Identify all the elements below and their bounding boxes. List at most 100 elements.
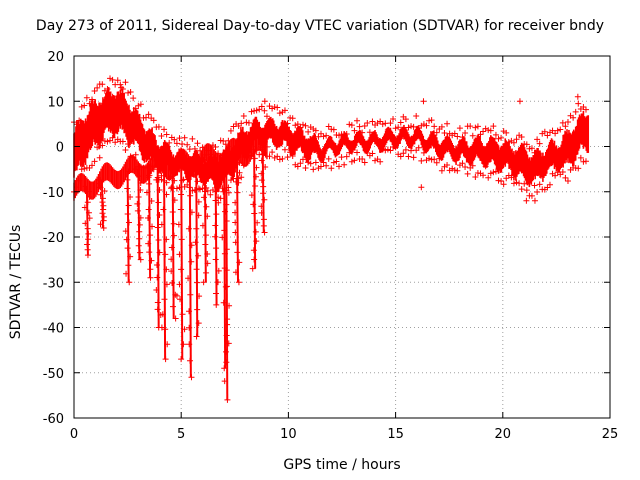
data-point bbox=[559, 119, 566, 126]
data-point bbox=[144, 189, 151, 196]
data-point bbox=[170, 220, 177, 227]
data-point bbox=[384, 126, 391, 133]
data-point bbox=[516, 180, 523, 187]
data-point bbox=[490, 169, 497, 176]
data-point bbox=[438, 123, 445, 130]
data-point bbox=[89, 96, 96, 103]
data-point bbox=[474, 123, 481, 130]
data-point bbox=[485, 174, 492, 181]
data-point bbox=[413, 112, 420, 119]
data-point bbox=[158, 132, 165, 139]
data-point bbox=[85, 236, 92, 243]
data-point bbox=[123, 236, 130, 243]
data-point bbox=[169, 208, 176, 215]
data-point bbox=[186, 146, 193, 153]
data-point bbox=[81, 204, 88, 211]
x-tick-label: 0 bbox=[70, 427, 78, 442]
data-point bbox=[333, 158, 340, 165]
data-point bbox=[498, 134, 505, 141]
data-point bbox=[96, 180, 103, 187]
data-point bbox=[449, 165, 456, 172]
data-point bbox=[104, 138, 111, 145]
data-point bbox=[289, 152, 296, 159]
data-point bbox=[162, 326, 169, 333]
data-point bbox=[312, 127, 319, 134]
data-point bbox=[73, 184, 80, 191]
data-point bbox=[195, 320, 202, 327]
data-point bbox=[230, 175, 237, 182]
data-point bbox=[109, 134, 116, 141]
data-point bbox=[154, 174, 161, 181]
data-point bbox=[94, 144, 101, 151]
data-point bbox=[436, 155, 443, 162]
data-point bbox=[125, 168, 132, 175]
data-point bbox=[223, 246, 230, 253]
data-point bbox=[346, 121, 353, 128]
data-point bbox=[528, 145, 535, 152]
data-point bbox=[132, 105, 139, 112]
data-point bbox=[193, 266, 200, 273]
data-point bbox=[384, 146, 391, 153]
data-point-outlier bbox=[118, 84, 125, 91]
y-tick-label: 20 bbox=[47, 50, 64, 65]
data-point bbox=[127, 153, 134, 160]
data-point bbox=[86, 193, 93, 200]
data-point bbox=[163, 131, 170, 138]
data-point bbox=[281, 146, 288, 153]
data-point bbox=[223, 348, 230, 355]
data-point bbox=[188, 242, 195, 249]
data-point bbox=[364, 120, 371, 127]
data-point bbox=[302, 122, 309, 129]
data-point bbox=[166, 175, 173, 182]
data-point bbox=[193, 225, 200, 232]
data-point bbox=[148, 197, 155, 204]
data-point bbox=[219, 234, 226, 241]
data-point bbox=[195, 212, 202, 219]
data-point bbox=[84, 246, 91, 253]
data-point bbox=[364, 149, 371, 156]
data-point bbox=[397, 153, 404, 160]
data-point bbox=[163, 281, 170, 288]
data-point-outlier bbox=[418, 184, 425, 191]
data-point bbox=[97, 191, 104, 198]
data-point bbox=[188, 258, 195, 265]
data-point bbox=[462, 164, 469, 170]
data-point bbox=[260, 150, 267, 157]
data-point bbox=[137, 249, 144, 256]
data-point bbox=[258, 170, 265, 177]
data-point bbox=[86, 215, 93, 222]
data-point bbox=[137, 214, 144, 221]
data-point bbox=[518, 133, 525, 140]
data-point bbox=[179, 311, 186, 318]
data-point bbox=[552, 130, 559, 137]
data-point bbox=[91, 158, 98, 165]
data-point bbox=[232, 149, 239, 156]
data-point bbox=[254, 219, 261, 226]
data-point bbox=[227, 127, 234, 134]
data-point bbox=[213, 211, 220, 218]
data-point bbox=[153, 287, 160, 294]
data-point bbox=[575, 100, 582, 107]
data-point bbox=[426, 155, 433, 162]
data-point bbox=[346, 149, 353, 156]
data-point bbox=[263, 113, 270, 120]
data-point bbox=[143, 164, 150, 171]
data-point bbox=[402, 146, 409, 153]
data-point bbox=[186, 341, 193, 348]
data-point bbox=[225, 189, 232, 196]
data-point bbox=[181, 326, 188, 333]
data-point bbox=[320, 133, 327, 140]
data-point bbox=[456, 125, 463, 132]
data-point bbox=[330, 126, 337, 133]
data-point bbox=[203, 269, 210, 276]
data-point bbox=[348, 158, 355, 165]
data-point bbox=[85, 209, 92, 216]
data-point bbox=[219, 185, 226, 192]
data-point bbox=[251, 210, 258, 217]
data-point bbox=[180, 341, 187, 348]
data-point bbox=[498, 178, 505, 185]
data-point bbox=[127, 253, 134, 260]
data-point bbox=[155, 199, 162, 206]
data-point-outlier bbox=[531, 197, 538, 204]
